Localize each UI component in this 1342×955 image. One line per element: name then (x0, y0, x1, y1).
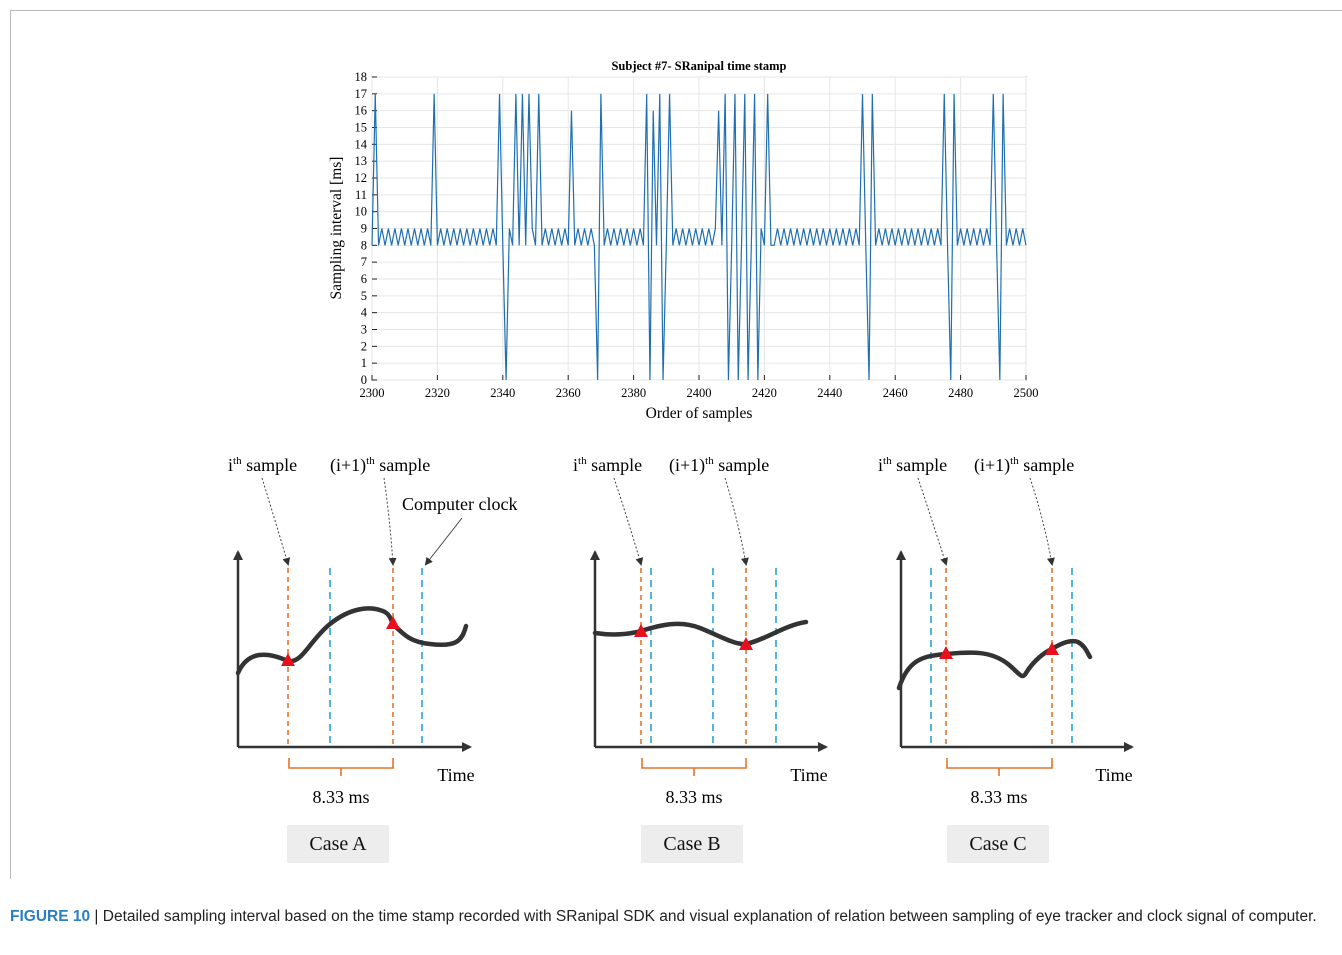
callout-arrow (724, 477, 749, 566)
interval-bracket (288, 758, 394, 776)
sample-i-label: ith sample (228, 455, 297, 475)
x-tick-label: 2300 (360, 386, 385, 400)
sample-marker (939, 646, 953, 659)
time-label: Time (1095, 765, 1132, 785)
y-axis-label: Sampling interval [ms] (328, 157, 345, 300)
figure-number: FIGURE 10 (10, 908, 91, 925)
case-c-label: Case C (947, 825, 1049, 863)
interval-label: 8.33 ms (312, 787, 369, 807)
sample-marker (634, 624, 648, 637)
y-tick-label: 12 (355, 171, 368, 185)
x-tick-label: 2320 (425, 386, 450, 400)
interval-bracket (946, 758, 1053, 776)
x-tick-label: 2460 (883, 386, 908, 400)
interval-label: 8.33 ms (970, 787, 1027, 807)
x-tick-label: 2360 (556, 386, 581, 400)
y-tick-label: 1 (361, 356, 367, 370)
x-tick-label: 2440 (817, 386, 842, 400)
y-tick-label: 15 (355, 121, 368, 135)
time-label: Time (790, 765, 827, 785)
y-tick-label: 11 (355, 188, 367, 202)
y-tick-label: 6 (361, 272, 367, 286)
x-tick-label: 2400 (687, 386, 712, 400)
y-tick-label: 9 (361, 222, 367, 236)
x-tick-label: 2500 (1014, 386, 1039, 400)
signal-curve (592, 619, 809, 647)
x-axis-label: Order of samples (646, 405, 753, 422)
sample-marker (281, 653, 295, 666)
interval-bracket (641, 758, 747, 776)
y-tick-label: 4 (361, 306, 368, 320)
x-tick-label: 2340 (490, 386, 515, 400)
diagram-case-c: 8.33 ms Time ith sample (i+1)th sample (878, 455, 1134, 807)
y-tick-label: 17 (355, 87, 368, 101)
figure-frame (10, 10, 1342, 879)
y-tick-label: 18 (355, 70, 368, 84)
figure-caption: FIGURE 10 | Detailed sampling interval b… (10, 906, 1330, 927)
sample-i-label: ith sample (878, 455, 947, 475)
callout-arrow (383, 477, 397, 566)
caption-text: Detailed sampling interval based on the … (102, 908, 1317, 925)
y-tick-label: 14 (355, 137, 368, 151)
caption-separator: | (90, 908, 103, 925)
interval-label: 8.33 ms (665, 787, 722, 807)
callout-arrow (917, 477, 948, 566)
callout-arrow (613, 477, 644, 566)
y-tick-label: 8 (361, 238, 367, 252)
signal-curve (896, 638, 1093, 691)
x-tick-label: 2380 (621, 386, 646, 400)
x-ticks: 2300 2320 2340 2360 2380 2400 2420 2440 2460 2480… (360, 375, 1039, 400)
y-tick-label: 13 (355, 154, 368, 168)
diagram-case-b: 8.33 ms Time ith sample (i+1)th sample (573, 455, 828, 807)
series-line (371, 93, 1027, 381)
y-tick-label: 7 (361, 255, 367, 269)
sample-i1-label: (i+1)th sample (669, 455, 769, 476)
sampling-diagrams: 8.33 ms Time ith sample (i+1)th sample C… (228, 455, 1134, 807)
y-tick-label: 2 (361, 339, 367, 353)
callout-arrow (1029, 477, 1055, 566)
y-tick-label: 16 (355, 104, 368, 118)
sample-marker (739, 637, 753, 650)
sample-i1-label: (i+1)th sample (330, 455, 430, 476)
x-tick-label: 2480 (948, 386, 973, 400)
chart-title: Subject #7- SRanipal time stamp (611, 59, 786, 73)
sample-marker (386, 616, 400, 629)
y-tick-label: 0 (361, 373, 367, 387)
clock-callout-label: Computer clock (402, 494, 517, 514)
case-a-label: Case A (287, 825, 389, 863)
sample-marker (1045, 642, 1059, 655)
y-tick-label: 3 (361, 323, 367, 337)
case-b-label: Case B (641, 825, 743, 863)
sample-i-label: ith sample (573, 455, 642, 475)
signal-curve (235, 606, 469, 676)
time-label: Time (437, 765, 474, 785)
y-tick-label: 10 (355, 205, 368, 219)
callout-arrow (424, 517, 463, 566)
sample-i1-label: (i+1)th sample (974, 455, 1074, 476)
x-tick-label: 2420 (752, 386, 777, 400)
callout-arrow (261, 477, 291, 566)
y-tick-label: 5 (361, 289, 367, 303)
diagram-case-a: 8.33 ms Time ith sample (i+1)th sample C… (228, 455, 517, 807)
